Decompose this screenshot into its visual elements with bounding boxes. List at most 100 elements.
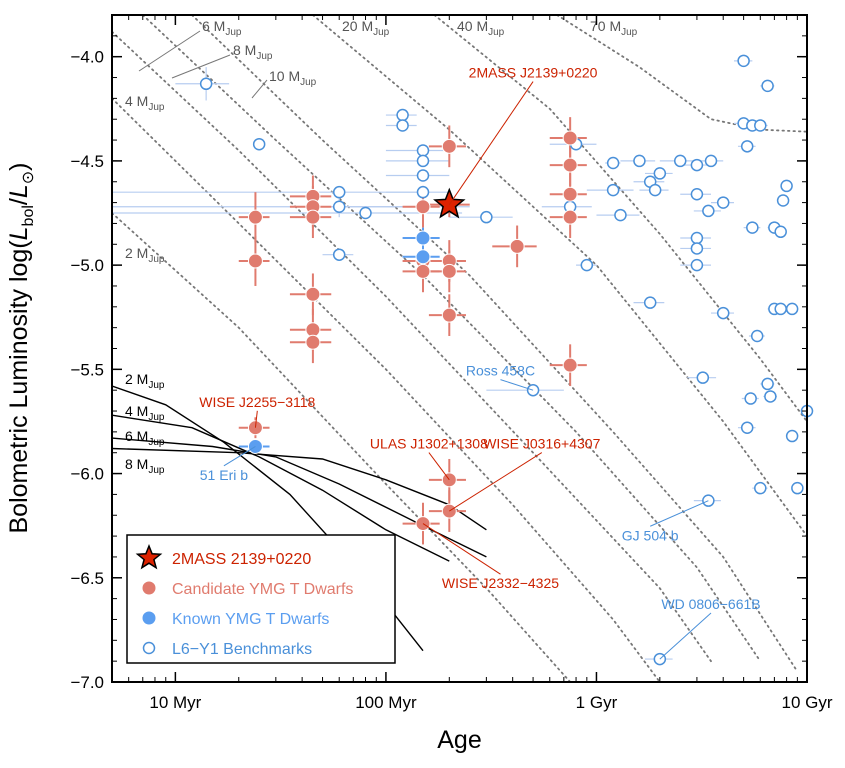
benchmark-point	[606, 156, 620, 170]
isomass-label-text: 8 M	[125, 456, 148, 472]
isomass-label-text: 40 M	[457, 18, 488, 34]
benchmark-point	[764, 390, 777, 403]
annotation-label: Ross 458C	[466, 363, 535, 379]
legend-label: Candidate YMG T Dwarfs	[172, 581, 353, 598]
solid-isomass-label: 8 MJup	[125, 456, 165, 476]
annotation-label: GJ 504 b	[622, 527, 679, 543]
isomass-label-text: 2 M	[125, 371, 148, 387]
isomass-label-text: 4 M	[125, 93, 148, 109]
benchmark-point	[653, 167, 667, 180]
solid-isomass-label: 4 MJup	[125, 403, 165, 423]
legend-layer: 2MASS 2139+0220 Candidate YMG T Dwarfs Kno…	[126, 534, 396, 664]
candidate-ymg-point	[441, 138, 457, 154]
benchmark-point	[332, 200, 346, 214]
isomass-label-text: 70 M	[590, 18, 621, 34]
isomass-label-text: 4 M	[125, 403, 148, 419]
benchmark-point	[704, 154, 718, 168]
benchmark-point	[716, 306, 730, 320]
isomass-label-subscript: Jup	[373, 27, 390, 38]
benchmark-point	[690, 158, 704, 172]
points-layer	[199, 54, 814, 666]
x-tick-label: 1 Gyr	[576, 693, 618, 712]
isomass-label-text: 6 M	[202, 18, 225, 34]
dotted-isomass-curve	[191, 15, 799, 673]
isomass-leader-line	[251, 79, 268, 99]
isomass-label-text: 2 M	[125, 245, 148, 261]
benchmark-point	[780, 179, 793, 193]
isomass-label-text: 10 M	[269, 68, 300, 84]
y-axis-title-part: bol	[20, 205, 37, 226]
dotted-isomass-label: 2 MJup	[125, 245, 165, 265]
isomass-label-subscript: Jup	[488, 27, 505, 38]
isomass-label-subscript: Jup	[148, 437, 165, 448]
legend-marker	[142, 641, 156, 655]
benchmark-point	[690, 188, 704, 201]
benchmark-point	[332, 185, 346, 199]
y-axis-title-part: /	[5, 198, 33, 205]
legend-marker	[141, 580, 157, 596]
benchmark-point	[396, 119, 409, 132]
legend-marker	[141, 610, 157, 626]
benchmark-point	[396, 108, 409, 122]
annotation-label: ULAS J1302+1308	[370, 436, 488, 452]
benchmark-point	[252, 137, 266, 151]
benchmark-point	[480, 210, 493, 224]
known-ymg-point	[415, 249, 431, 265]
y-axis-title: Bolometric Luminosity log(Lbol/L⊙)	[5, 162, 37, 533]
known-ymg-point	[415, 230, 431, 246]
candidate-ymg-point	[415, 199, 431, 215]
y-tick-label: −4.0	[70, 48, 104, 67]
y-tick-label: −5.5	[70, 360, 104, 379]
y-tick-label: −4.5	[70, 152, 104, 171]
benchmark-point	[776, 194, 790, 207]
y-tick-label: −7.0	[70, 673, 104, 692]
isomass-label-subscript: Jup	[148, 465, 165, 476]
candidate-ymg-point	[441, 263, 457, 279]
benchmark-point	[416, 185, 430, 199]
benchmark-point	[690, 258, 704, 272]
y-axis-title-part: )	[5, 162, 33, 170]
benchmark-point	[754, 481, 767, 495]
y-axis-title-part: ⊙	[20, 171, 37, 184]
candidate-ymg-point	[562, 130, 578, 146]
candidate-ymg-point	[441, 307, 457, 323]
benchmark-point	[791, 481, 804, 495]
dotted-isomass-label: 40 MJup	[457, 18, 505, 38]
benchmark-point	[633, 154, 646, 168]
benchmark-point	[716, 196, 730, 209]
dotted-isomass-curve	[433, 15, 807, 423]
candidate-ymg-point	[305, 286, 321, 302]
legend-label: Known YMG T Dwarfs	[172, 611, 329, 628]
solid-isomass-label: 2 MJup	[125, 371, 165, 391]
y-axis-title-part: Bolometric Luminosity log(	[5, 240, 33, 534]
candidate-ymg-point	[247, 253, 263, 269]
isomass-label-subscript: Jup	[300, 77, 317, 88]
candidate-ymg-point	[305, 322, 321, 338]
x-tick-label: 100 Myr	[355, 693, 417, 712]
y-tick-label: −5.0	[70, 256, 104, 275]
benchmark-point	[332, 248, 346, 261]
annotation-leader	[449, 452, 543, 512]
benchmark-point	[754, 119, 767, 132]
benchmark-point	[643, 296, 657, 309]
candidate-ymg-point	[562, 157, 578, 173]
isomass-label-text: 6 M	[125, 428, 148, 444]
benchmark-point	[740, 140, 754, 153]
candidate-ymg-point	[247, 209, 263, 225]
axis-frame-layer: −4.0 −4.5 −5.0 −5.5 −6.0 −6.5 −7.0 10 Myr 100 My…	[5, 14, 833, 754]
benchmark-point	[774, 302, 787, 316]
dotted-isomass-curve	[112, 212, 572, 682]
benchmark-point	[761, 377, 774, 391]
dotted-isomass-label: 4 MJup	[125, 93, 165, 113]
x-tick-label: 10 Myr	[149, 693, 201, 712]
isomass-label-subscript: Jup	[148, 102, 165, 113]
isomass-label-subscript: Jup	[148, 412, 165, 423]
benchmark-point	[416, 154, 430, 168]
candidate-ymg-point	[509, 238, 525, 254]
benchmark-point	[785, 429, 799, 443]
annotation-leader	[650, 500, 709, 527]
dotted-isomass-label: 20 MJup	[342, 18, 390, 38]
